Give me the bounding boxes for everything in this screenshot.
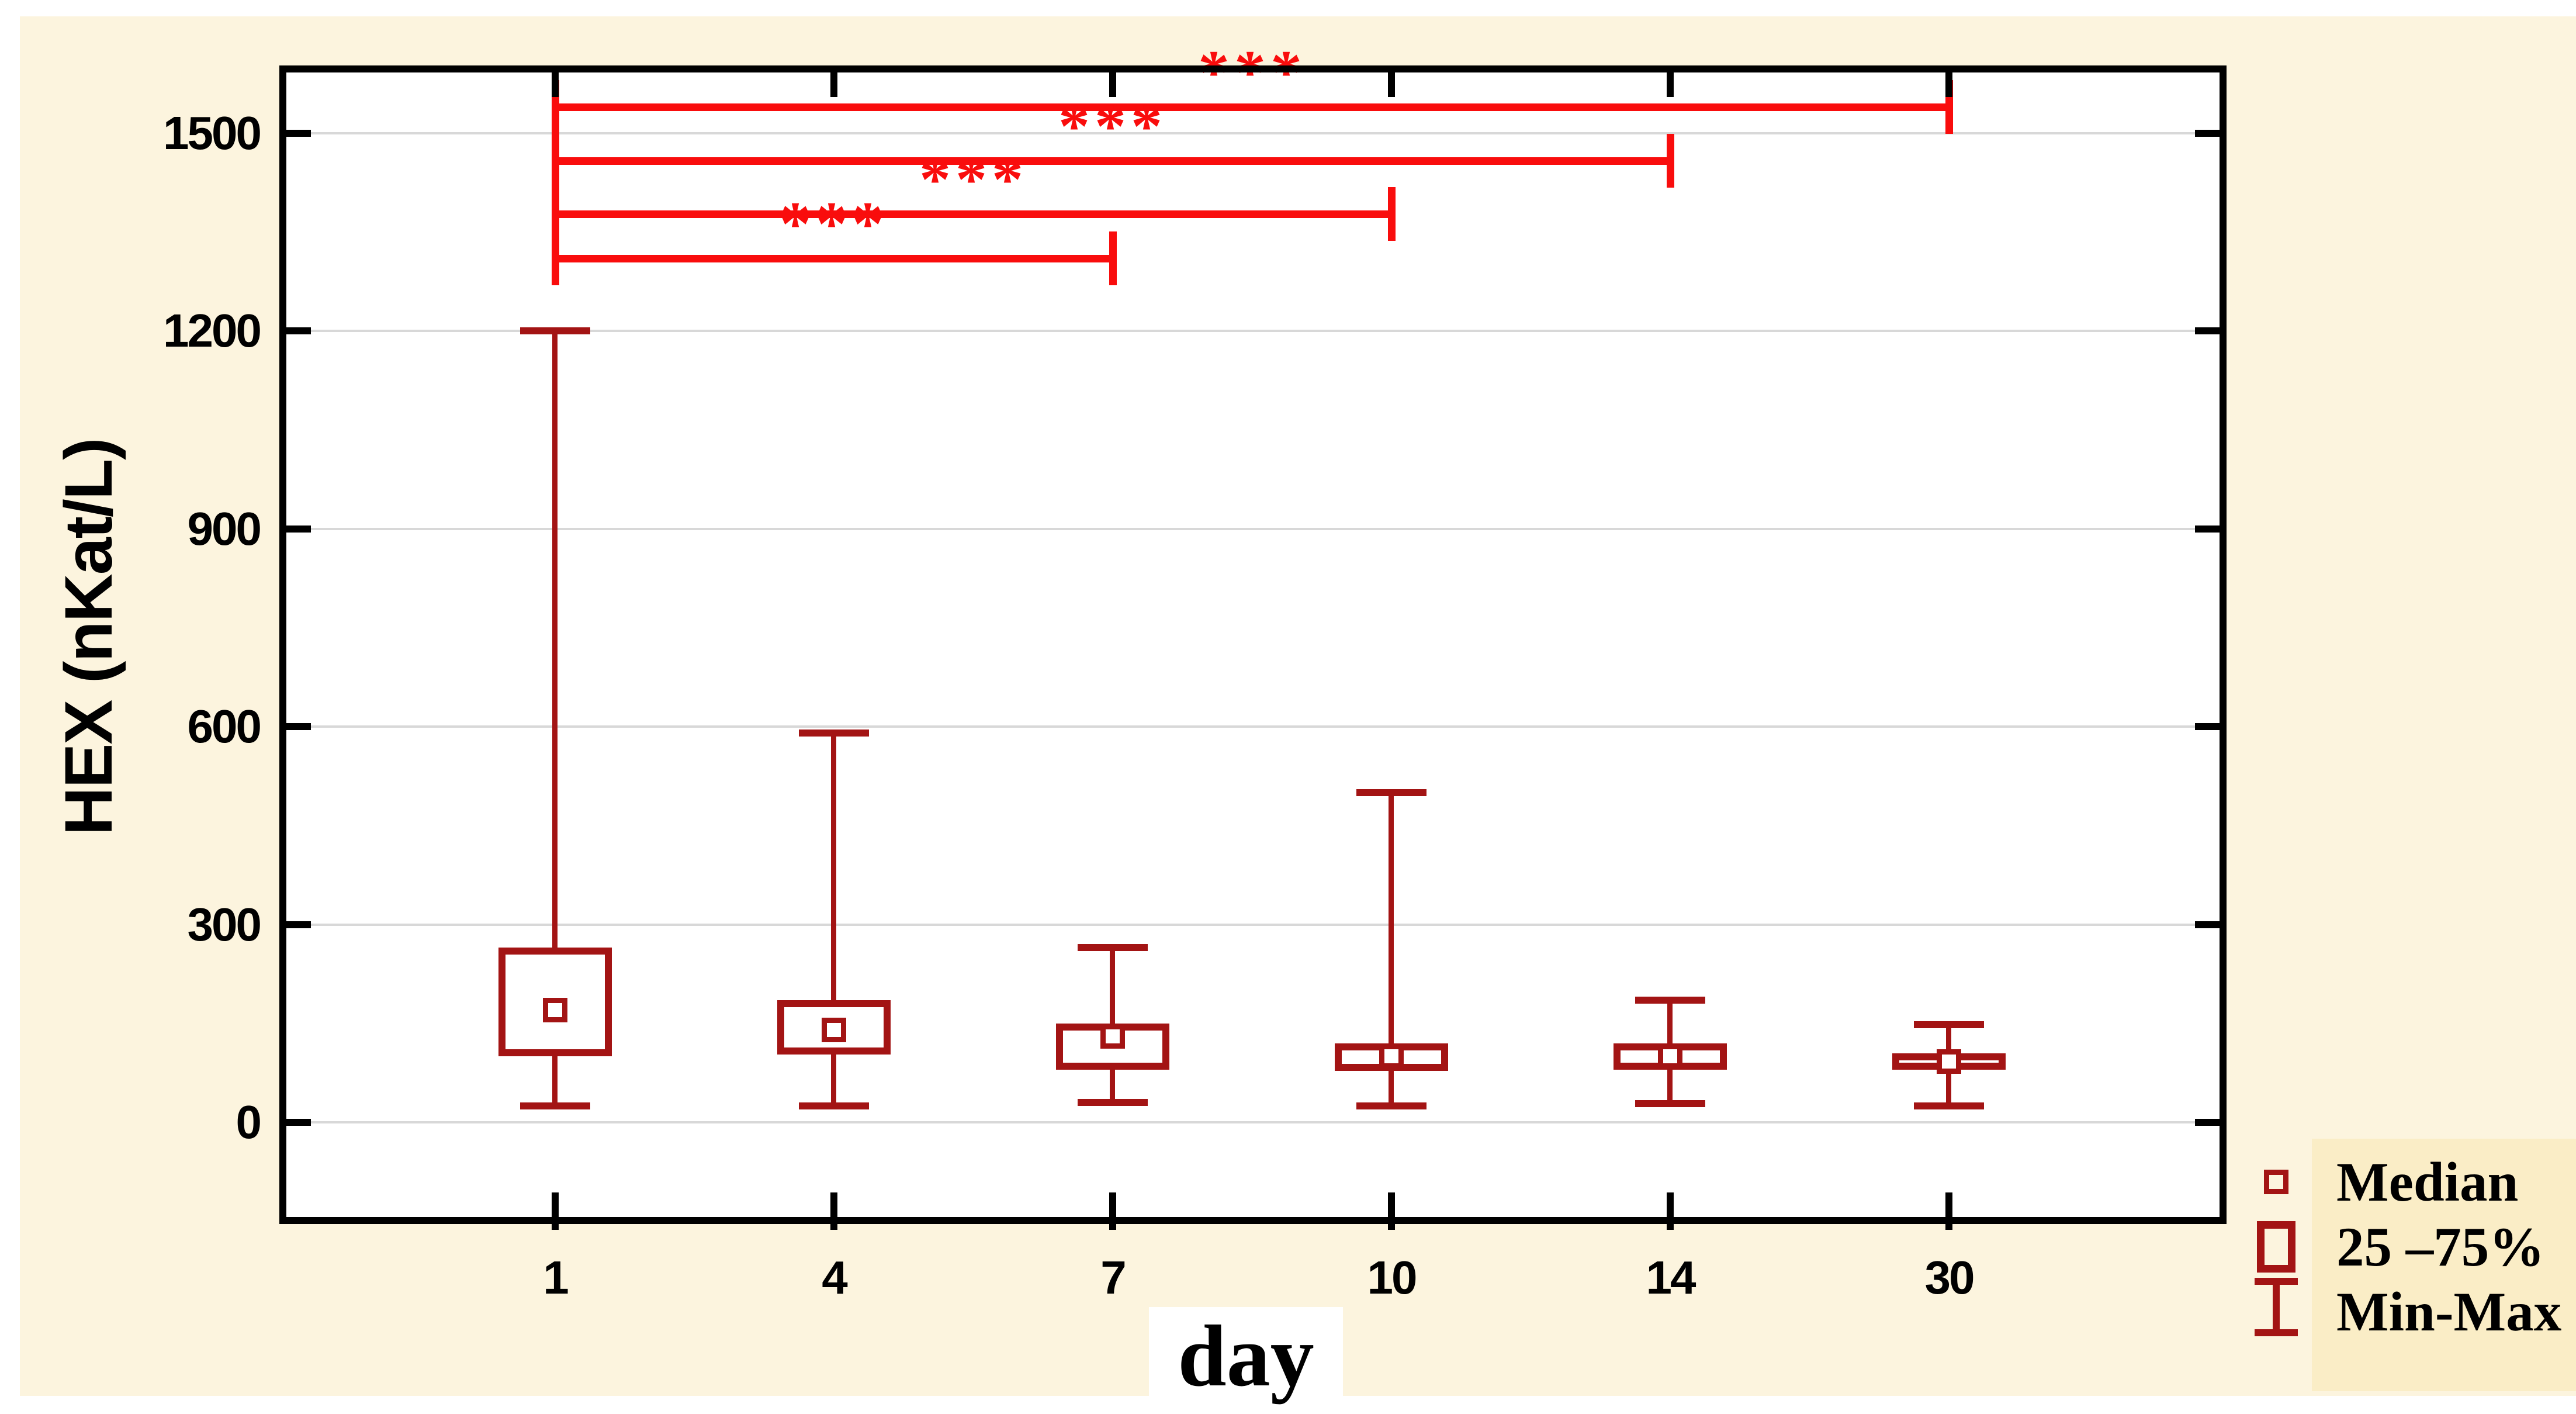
sig-bracket-line-1-10 bbox=[555, 210, 1391, 218]
legend-label-iqr: 25 –75% bbox=[2336, 1216, 2545, 1278]
gridline-1500 bbox=[286, 132, 2220, 134]
whisker-min-cap-day-14 bbox=[1635, 1100, 1705, 1107]
median-marker-day-4 bbox=[822, 1018, 846, 1042]
sig-bracket-left-cap-1-10 bbox=[552, 187, 559, 241]
y-tick-right-900 bbox=[2195, 526, 2220, 533]
sig-bracket-line-1-30 bbox=[555, 103, 1949, 111]
whisker-min-cap-day-1 bbox=[520, 1102, 590, 1109]
sig-bracket-line-1-14 bbox=[555, 157, 1670, 165]
gridline-900 bbox=[286, 528, 2220, 530]
x-tick-top-7 bbox=[1109, 72, 1116, 97]
legend-iqr-box-symbol bbox=[2257, 1221, 2295, 1273]
x-axis-title: day bbox=[1178, 1308, 1314, 1405]
median-marker-day-1 bbox=[543, 998, 567, 1022]
whisker-max-cap-day-10 bbox=[1356, 789, 1427, 796]
gridline-0 bbox=[286, 1121, 2220, 1123]
x-tick-label-30: 30 bbox=[1924, 1251, 1975, 1304]
x-tick-bottom-30 bbox=[1945, 1192, 1952, 1230]
median-marker-day-10 bbox=[1379, 1044, 1404, 1069]
x-tick-bottom-1 bbox=[552, 1192, 559, 1230]
x-axis-title-background bbox=[1149, 1307, 1343, 1405]
median-marker-day-7 bbox=[1100, 1024, 1125, 1049]
sig-bracket-label-1-30: *** bbox=[1198, 38, 1307, 108]
sig-bracket-label-1-10: *** bbox=[919, 145, 1028, 215]
whisker-max-cap-day-4 bbox=[799, 730, 869, 737]
whisker-max-cap-day-30 bbox=[1914, 1021, 1984, 1028]
y-tick-right-0 bbox=[2195, 1119, 2220, 1126]
whisker-min-cap-day-7 bbox=[1078, 1099, 1148, 1106]
y-tick-label-1200: 1200 bbox=[163, 305, 262, 357]
y-tick-label-900: 900 bbox=[187, 503, 262, 555]
y-tick-label-600: 600 bbox=[187, 700, 262, 752]
sig-bracket-right-cap-1-7 bbox=[1109, 231, 1117, 285]
whisker-line-day-1 bbox=[552, 331, 558, 1106]
sig-bracket-label-1-7: *** bbox=[780, 189, 888, 259]
y-tick-left-900 bbox=[286, 526, 311, 533]
y-tick-label-1500: 1500 bbox=[163, 107, 262, 159]
y-tick-right-1200 bbox=[2195, 327, 2220, 334]
gridline-600 bbox=[286, 725, 2220, 728]
x-tick-top-14 bbox=[1667, 72, 1674, 97]
gridline-1200 bbox=[286, 330, 2220, 332]
whisker-min-cap-day-30 bbox=[1914, 1102, 1984, 1109]
median-marker-day-30 bbox=[1937, 1049, 1961, 1074]
x-tick-label-4: 4 bbox=[822, 1251, 848, 1304]
legend-label-median: Median bbox=[2336, 1151, 2519, 1213]
y-tick-left-1200 bbox=[286, 327, 311, 334]
sig-bracket-label-1-14: *** bbox=[1058, 92, 1167, 161]
x-tick-label-14: 14 bbox=[1646, 1251, 1696, 1304]
x-tick-label-10: 10 bbox=[1367, 1251, 1418, 1304]
whisker-max-cap-day-1 bbox=[520, 327, 590, 334]
whisker-max-cap-day-7 bbox=[1078, 944, 1148, 951]
gridline-300 bbox=[286, 924, 2220, 926]
y-tick-label-300: 300 bbox=[187, 898, 262, 950]
sig-bracket-right-cap-1-10 bbox=[1388, 187, 1396, 241]
whisker-line-day-10 bbox=[1389, 793, 1394, 1106]
y-tick-right-1500 bbox=[2195, 130, 2220, 137]
legend-median-symbol bbox=[2264, 1170, 2288, 1194]
legend-label-minmax: Min-Max bbox=[2336, 1281, 2562, 1343]
x-tick-label-7: 7 bbox=[1100, 1251, 1127, 1304]
x-tick-top-10 bbox=[1388, 72, 1395, 97]
legend-minmax-bottom-cap bbox=[2255, 1329, 2298, 1336]
whisker-min-cap-day-10 bbox=[1356, 1102, 1427, 1109]
y-tick-label-0: 0 bbox=[236, 1096, 262, 1148]
sig-bracket-left-cap-1-7 bbox=[552, 231, 559, 285]
x-tick-label-1: 1 bbox=[543, 1251, 569, 1304]
x-tick-top-1 bbox=[552, 72, 559, 97]
whisker-max-cap-day-14 bbox=[1635, 997, 1705, 1004]
x-tick-bottom-10 bbox=[1388, 1192, 1395, 1230]
plot-frame bbox=[279, 65, 2227, 1224]
sig-bracket-left-cap-1-14 bbox=[552, 134, 559, 188]
y-tick-right-300 bbox=[2195, 921, 2220, 928]
sig-bracket-line-1-7 bbox=[555, 255, 1113, 262]
y-tick-left-1500 bbox=[286, 130, 311, 137]
y-axis-title: HEX (nKat/L) bbox=[51, 438, 126, 836]
y-tick-left-600 bbox=[286, 723, 311, 730]
x-tick-top-4 bbox=[830, 72, 837, 97]
y-tick-left-300 bbox=[286, 921, 311, 928]
x-tick-bottom-14 bbox=[1667, 1192, 1674, 1230]
x-tick-bottom-4 bbox=[830, 1192, 837, 1230]
legend-panel bbox=[2312, 1139, 2576, 1391]
y-tick-right-600 bbox=[2195, 723, 2220, 730]
whisker-line-day-4 bbox=[831, 733, 836, 1106]
x-tick-bottom-7 bbox=[1109, 1192, 1116, 1230]
whisker-min-cap-day-4 bbox=[799, 1102, 869, 1109]
sig-bracket-right-cap-1-14 bbox=[1667, 134, 1674, 188]
median-marker-day-14 bbox=[1658, 1044, 1682, 1069]
y-tick-left-0 bbox=[286, 1119, 311, 1126]
x-tick-top-30 bbox=[1945, 72, 1952, 97]
legend-minmax-line bbox=[2273, 1278, 2280, 1336]
